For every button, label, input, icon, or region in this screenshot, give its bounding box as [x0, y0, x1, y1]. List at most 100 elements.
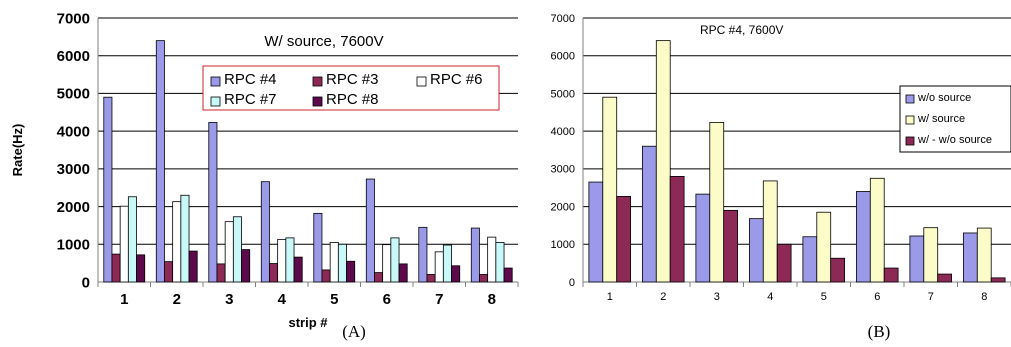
legend-box [202, 65, 500, 111]
x-tick-label: 8 [488, 291, 496, 308]
bar-w-source [602, 96, 618, 283]
bar-rpc-7 [180, 194, 190, 283]
bar-rpc-8 [136, 254, 146, 283]
bar-rpc-4 [365, 178, 375, 283]
bar-rpc-3 [164, 261, 174, 283]
bar-w-w-o-source [830, 257, 846, 283]
chart-title: RPC #4, 7600V [700, 23, 783, 37]
y-tick-label: 6000 [551, 51, 575, 63]
y-tick-label: 4000 [57, 123, 90, 140]
bar-w-o-source [588, 181, 604, 283]
bar-w-w-o-source [883, 267, 899, 283]
bar-rpc-3 [111, 253, 121, 283]
bar-w-source [976, 227, 992, 283]
bar-rpc-4 [208, 122, 218, 283]
chart-b: 0 1000 2000 3000 4000 5000 6000 7000 1 2 3 4 5 6 7 8 RPC… [551, 13, 1011, 303]
bar-w-o-source [909, 235, 925, 283]
bar-w-o-source [962, 232, 978, 283]
bar-rpc-4 [418, 226, 428, 283]
bar-rpc-8 [188, 250, 198, 283]
bar-rpc-6 [487, 236, 497, 283]
bar-rpc-7 [127, 196, 137, 283]
bar-w-source [655, 40, 671, 283]
x-tick-label: 4 [278, 291, 287, 308]
legend: w/o source w/ source w/ - w/o source [899, 85, 1011, 153]
legend-swatch [905, 136, 915, 146]
caption-b: (B) [868, 322, 891, 341]
bar-w-w-o-source [616, 195, 632, 283]
bar-rpc-6 [382, 244, 392, 283]
chart-title: W/ source, 7600V [264, 33, 383, 50]
bar-rpc-7 [390, 237, 400, 283]
bar-rpc-8 [293, 256, 303, 283]
bar-rpc-8 [398, 263, 408, 283]
bar-rpc-3 [479, 274, 489, 283]
chart-a: 0 1000 2000 3000 4000 5000 6000 7000 1 2 3 4 5 6 7 8 W/ … [10, 10, 519, 330]
bar-rpc-6 [224, 221, 234, 283]
legend-box [899, 85, 1011, 153]
bar-rpc-4 [155, 40, 165, 283]
legend-label: RPC #7 [224, 91, 277, 108]
x-tick-label: 8 [981, 291, 987, 303]
y-tick-label: 1000 [57, 237, 90, 254]
y-tick-label: 2000 [57, 199, 90, 216]
legend-label: w/ source [917, 113, 965, 125]
x-tick-label: 4 [767, 291, 773, 303]
bar-w-source [923, 227, 939, 283]
bar-rpc-4 [313, 212, 323, 283]
bar-rpc-3 [426, 274, 436, 283]
bar-w-o-source [748, 218, 764, 283]
legend-label: RPC #4 [224, 71, 277, 88]
y-tick-label: 5000 [57, 86, 90, 103]
legend-label: RPC #8 [326, 91, 379, 108]
y-tick-label: 3000 [57, 161, 90, 178]
x-tick-label: 1 [607, 291, 613, 303]
x-tick-label: 3 [225, 291, 233, 308]
y-tick-label: 3000 [551, 164, 575, 176]
bar-rpc-4 [103, 96, 113, 283]
legend-label: w/ - w/o source [917, 134, 992, 146]
bar-rpc-3 [321, 269, 331, 283]
legend-swatch [905, 94, 915, 104]
legend-label: RPC #3 [326, 71, 379, 88]
x-axis-label: strip # [288, 315, 328, 330]
bar-w-source [816, 211, 832, 283]
bar-w-o-source [855, 191, 871, 283]
bar-rpc-3 [374, 272, 384, 283]
y-tick-label: 0 [82, 274, 90, 291]
bar-rpc-8 [346, 260, 356, 283]
bar-w-w-o-source [723, 209, 739, 283]
bar-w-w-o-source [937, 273, 953, 283]
y-tick-label: 5000 [551, 88, 575, 100]
bar-rpc-8 [503, 267, 513, 283]
bar-w-w-o-source [990, 277, 1006, 283]
x-tick-label: 7 [928, 291, 934, 303]
legend-label: RPC #6 [430, 71, 483, 88]
y-axis-label: Rate(Hz) [10, 124, 25, 177]
bar-rpc-6 [434, 251, 444, 283]
bar-w-w-o-source [776, 243, 792, 283]
legend-swatch [210, 96, 221, 107]
x-tick-label: 5 [821, 291, 827, 303]
bar-rpc-3 [216, 263, 226, 283]
bar-rpc-6 [277, 238, 287, 283]
legend-label: w/o source [917, 92, 971, 104]
bar-rpc-8 [451, 265, 461, 283]
bar-w-source [762, 180, 778, 283]
bar-rpc-4 [470, 227, 480, 283]
bar-w-source [869, 177, 885, 283]
bar-rpc-7 [285, 237, 295, 283]
bar-w-o-source [695, 193, 711, 283]
x-tick-label: 6 [383, 291, 391, 308]
bar-rpc-6 [172, 201, 182, 283]
y-tick-label: 6000 [57, 48, 90, 65]
x-tick-label: 5 [330, 291, 338, 308]
bar-rpc-7 [337, 243, 347, 283]
bar-rpc-6 [329, 241, 339, 283]
legend-swatch [210, 76, 221, 87]
bar-rpc-7 [495, 241, 505, 283]
y-tick-label: 4000 [551, 126, 575, 138]
bar-rpc-7 [232, 216, 242, 283]
x-tick-label: 6 [874, 291, 880, 303]
